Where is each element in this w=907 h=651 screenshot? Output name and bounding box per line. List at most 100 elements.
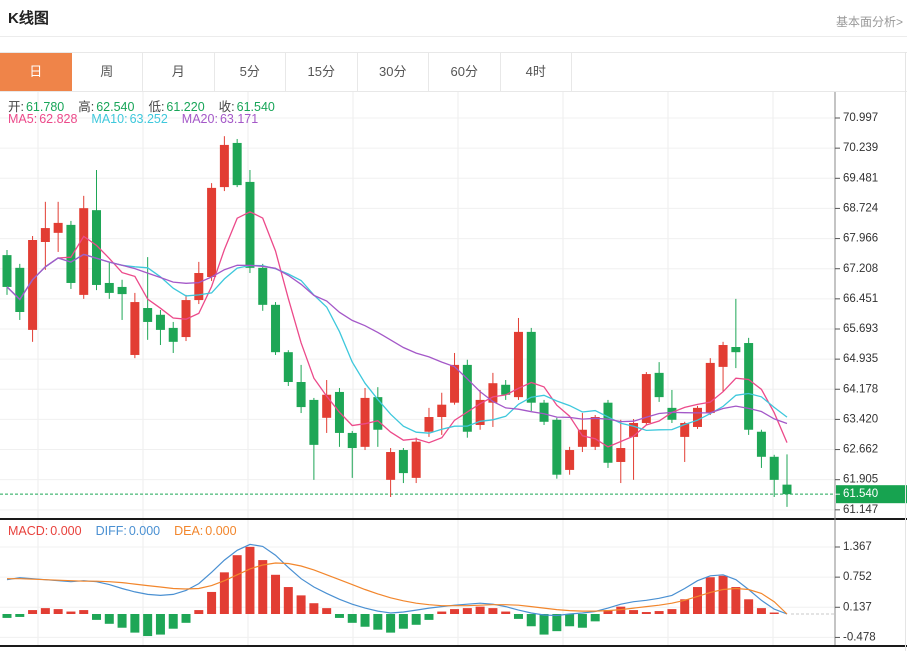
macd-bar-13 [168,614,178,629]
candle-body-33 [424,417,434,432]
price-axis-label-5: 67.208 [843,263,878,275]
macd-bar-21 [271,574,281,614]
macd-row-label-1: DIFF: [95,524,127,538]
candle-body-55 [705,362,715,414]
macd-bar-36 [462,608,472,614]
macd-axis-label-1: 0.752 [843,571,872,583]
page-title: K线图 [8,10,49,27]
candle-body-39 [501,384,511,395]
candle-body-23 [296,382,306,408]
price-axis-label-4: 67.966 [843,233,878,245]
macd-bar-26 [334,614,344,618]
price-axis-label-6: 66.451 [843,293,878,305]
candle-body-9 [117,286,127,295]
ohlc-row-value-0: 61.780 [25,100,65,114]
candle-body-7 [92,210,102,285]
macd-bar-4 [53,609,63,614]
candle-body-29 [373,397,383,430]
macd-bar-44 [565,614,575,627]
ma-row-label-1: MA10: [91,112,128,126]
candle-body-38 [488,383,498,403]
candle-body-60 [769,456,779,480]
macd-bar-40 [513,614,523,619]
candle-body-59 [756,431,766,457]
macd-bar-51 [654,611,664,614]
tab-interval-1[interactable]: 周 [71,53,143,91]
macd-bar-32 [411,614,421,625]
macd-bar-52 [667,609,677,614]
tab-interval-6[interactable]: 60分 [429,53,501,91]
price-axis-label-9: 64.178 [843,383,878,395]
tab-interval-5[interactable]: 30分 [357,53,429,91]
chart-area: 70.997 70.239 69.481 68.724 67.966 67.208 66.4… [0,92,907,651]
candle-body-6 [79,208,89,295]
macd-row-label-0: MACD: [8,524,49,538]
ohlc-row-pair-1: 高: 62.540 [78,100,134,114]
ohlc-row-label-0: 开: [8,100,24,114]
macd-bar-53 [680,599,690,614]
ma5-line [6,211,788,448]
tab-bar-filler [572,53,907,91]
macd-axis-label-0: 1.367 [843,541,872,553]
ma20-line [6,253,788,425]
macd-bar-59 [756,608,766,614]
macd-bar-7 [92,614,102,620]
candle-body-20 [258,267,268,305]
interval-tab-bar: 日周月 5分 15分 30分 60分 4时 [0,52,907,92]
candle-body-40 [513,331,523,398]
tab-interval-4[interactable]: 15分 [286,53,358,91]
macd-bar-58 [744,599,754,614]
candle-body-15 [194,273,204,301]
macd-row-pair-2: DEA: 0.000 [174,524,236,538]
candle-body-25 [322,394,332,418]
macd-bar-20 [258,560,268,614]
macd-bar-31 [398,614,408,629]
macd-bar-29 [373,614,383,630]
macd-bar-11 [143,614,153,637]
current-price-badge [836,485,907,504]
macd-bar-9 [117,614,127,628]
candle-body-32 [411,441,421,478]
tab-interval-2[interactable]: 月 [143,53,215,91]
price-axis-label-2: 69.481 [843,172,878,184]
macd-panel-top-border [0,518,907,520]
tab-interval-3[interactable]: 5分 [214,53,286,91]
macd-bar-43 [552,614,562,632]
fundamental-analysis-link[interactable]: 基本面分析> [835,15,903,29]
macd-bar-1 [15,614,25,617]
macd-bar-0 [2,614,12,618]
candle-body-57 [731,347,741,353]
candle-body-46 [590,417,600,447]
ma-row-pair-0: MA5: 62.828 [8,112,77,126]
ohlc-row-value-1: 62.540 [96,100,135,114]
ma-row-value-1: 63.252 [129,112,168,126]
candle-body-10 [130,302,140,355]
macd-row-value-2: 0.000 [205,524,237,538]
candle-body-2 [28,240,38,330]
kline-chart-canvas[interactable]: 70.997 70.239 69.481 68.724 67.966 67.208 66.4… [0,92,907,651]
candle-body-21 [271,304,281,353]
ma10-line [6,253,788,434]
ma-row-label-2: MA20: [181,112,218,126]
macd-panel-bottom-border [0,645,907,647]
macd-bar-42 [539,614,549,635]
candle-body-37 [475,399,485,425]
macd-bar-18 [232,555,242,614]
ohlc-row-pair-0: 开: 61.780 [8,100,64,114]
macd-bar-49 [629,610,639,614]
macd-bar-48 [616,606,626,614]
macd-bar-23 [296,595,306,614]
tab-interval-7[interactable]: 4时 [500,53,572,91]
price-axis-label-10: 63.420 [843,413,878,425]
candle-body-58 [744,343,754,430]
ohlc-readout: 开: 61.780 高: 62.540 低: 61.220 收: 61.540 [8,96,289,114]
tab-interval-0[interactable]: 日 [0,53,72,91]
candle-body-27 [347,432,357,449]
macd-row-value-1: 0.000 [128,524,161,538]
ohlc-row-pair-3: 收: 61.540 [219,100,275,114]
candle-body-30 [386,452,396,480]
macd-bar-27 [347,614,357,623]
ma-row-pair-1: MA10: 63.252 [91,112,167,126]
candle-body-61 [782,484,792,495]
